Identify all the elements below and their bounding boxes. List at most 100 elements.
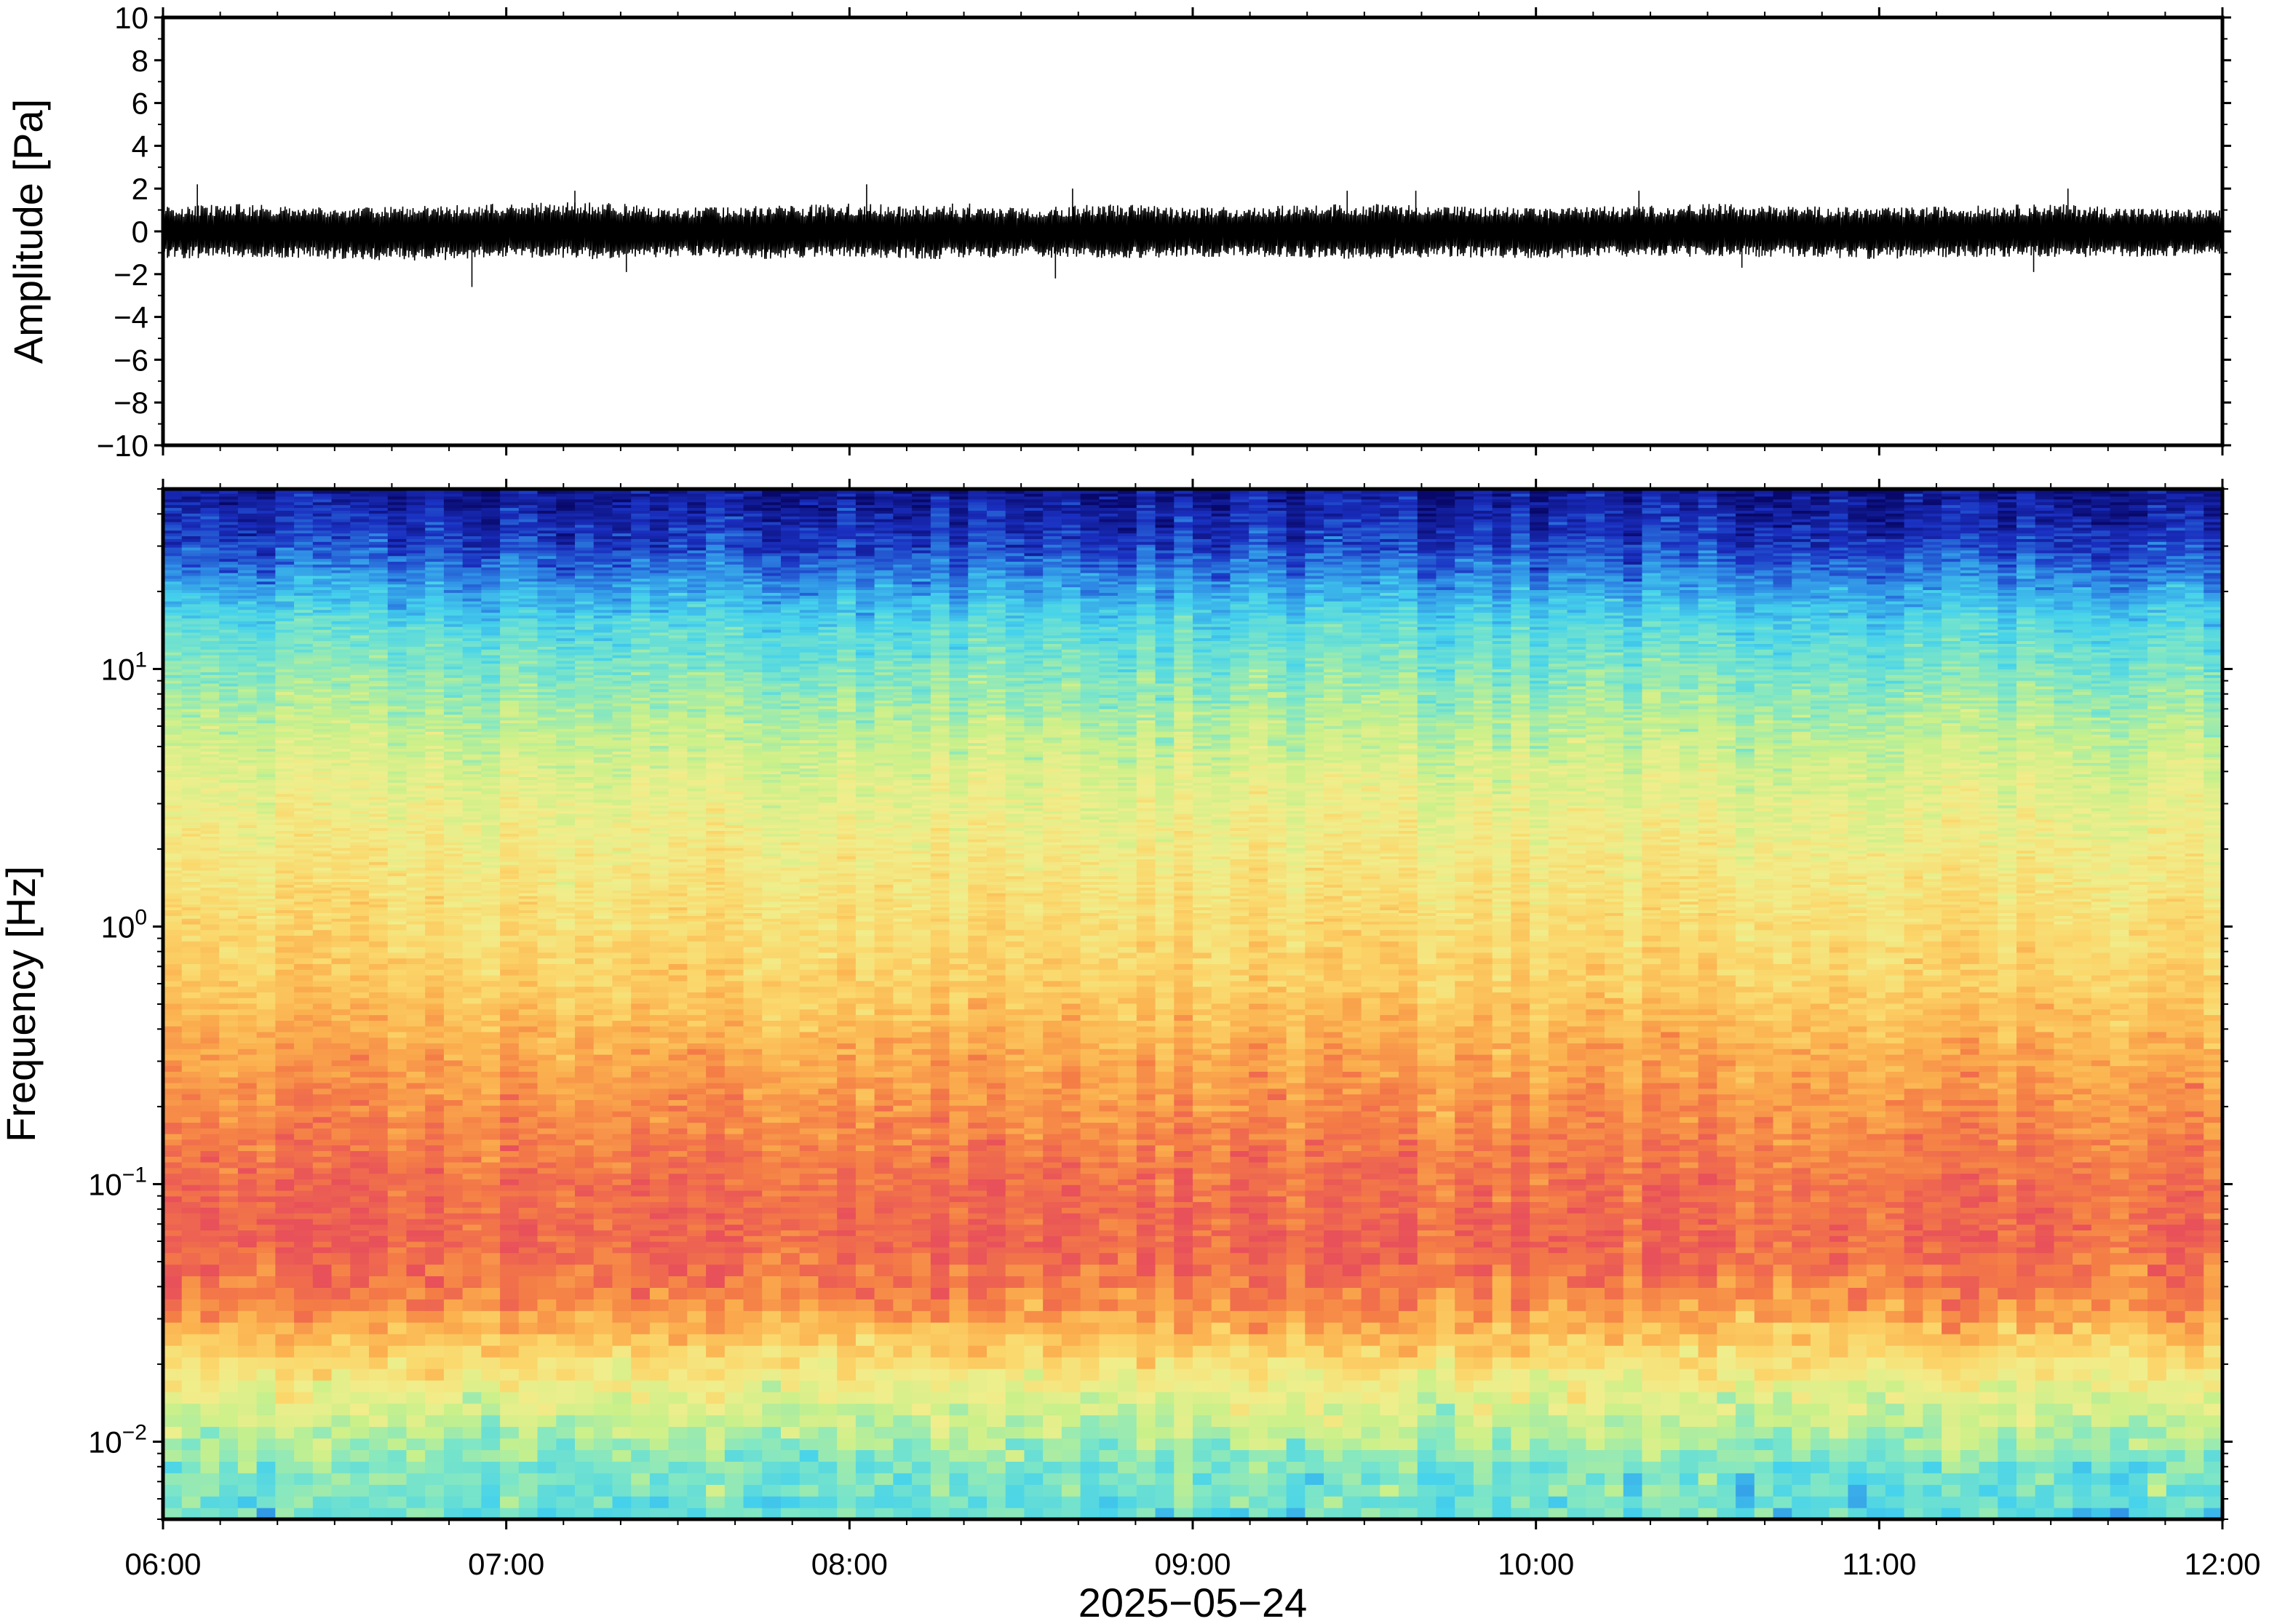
spectrogram-cell [1605, 1195, 1624, 1203]
spectrogram-cell [687, 1207, 707, 1214]
spectrogram-cell [331, 1207, 351, 1214]
spectrogram-cell [1605, 1484, 1624, 1497]
spectrogram-cell [500, 1287, 520, 1299]
spectrogram-cell [1024, 1496, 1044, 1508]
spectrogram-cell [1342, 1139, 1362, 1146]
spectrogram-cell [1642, 1322, 1661, 1334]
spectrogram-cell [930, 1139, 950, 1146]
spectrogram-cell [1642, 1287, 1661, 1299]
spectrogram-cell [1942, 1403, 1961, 1416]
spectrogram-cell [1492, 1230, 1511, 1236]
spectrogram-cell [256, 1299, 276, 1311]
spectrogram-cell [706, 1241, 726, 1248]
spectrogram-cell [893, 1207, 913, 1214]
spectrogram-cell [1380, 1224, 1399, 1231]
spectrogram-cell [500, 1356, 520, 1369]
spectrogram-cell [1548, 1322, 1568, 1334]
spectrogram-cell [930, 1145, 950, 1152]
spectrogram-cell [724, 1185, 744, 1191]
spectrogram-cell [1829, 1145, 1849, 1152]
spectrogram-cell [1979, 1449, 1998, 1462]
spectrogram-cell [1885, 1252, 1905, 1265]
spectrogram-cell [1530, 1185, 1549, 1191]
spectrogram-cell [968, 1438, 988, 1451]
spectrogram-cell [1867, 1190, 1886, 1197]
spectrogram-cell [294, 1190, 314, 1197]
spectrogram-cell [874, 1230, 894, 1236]
spectrogram-cell [275, 1156, 295, 1163]
spectrogram-cell [1942, 1461, 1961, 1473]
spectrogram-cell [893, 1230, 913, 1236]
spectrogram-cell [275, 1345, 295, 1358]
spectrogram-cell [556, 1235, 576, 1242]
spectrogram-cell [649, 1224, 669, 1231]
spectrogram-cell [1567, 1246, 1586, 1254]
spectrogram-cell [537, 1356, 557, 1369]
spectrogram-cell [1960, 1380, 1980, 1393]
spectrogram-cell [1249, 1310, 1268, 1323]
spectrogram-cell [443, 1156, 464, 1163]
spectrogram-cell [312, 1299, 333, 1311]
spectrogram-cell [1792, 1241, 1811, 1248]
spectrogram-cell [1642, 1190, 1661, 1197]
spectrogram-cell [1324, 1438, 1343, 1451]
spectrogram-cell [612, 1156, 632, 1163]
spectrogram-cell [1942, 1167, 1961, 1174]
spectrogram-cell [1080, 1414, 1100, 1428]
spectrogram-cell [1979, 1201, 1998, 1208]
spectrogram-cell [275, 1190, 295, 1197]
spectrogram-cell [1923, 1246, 1942, 1254]
spectrogram-cell [1567, 1356, 1586, 1369]
spectrogram-cell [331, 1218, 351, 1225]
spectrogram-cell [1998, 1438, 2017, 1451]
spectrogram-cell [500, 1414, 520, 1428]
spectrogram-cell [331, 1508, 351, 1520]
spectrogram-cell [912, 1414, 931, 1428]
spectrogram-cell [743, 1449, 763, 1462]
spectrogram-cell [799, 1145, 819, 1152]
spectrogram-cell [1848, 1235, 1867, 1242]
spectrogram-cell [1342, 1322, 1362, 1334]
spectrogram-cell [2204, 1246, 2223, 1254]
spectrogram-cell [2166, 1356, 2186, 1369]
spectrogram-cell [1061, 1345, 1081, 1358]
spectrogram-cell [593, 1207, 613, 1214]
spectrogram-cell [537, 1134, 557, 1140]
spectrogram-cell [1885, 1484, 1905, 1497]
spectrogram-cell [612, 1246, 632, 1254]
spectrogram-cell [1586, 1139, 1605, 1146]
spectrogram-cell [1342, 1201, 1362, 1208]
spectrogram-cell [2185, 1173, 2204, 1179]
spectrogram-cell [1005, 1322, 1025, 1334]
spectrogram-cell [1193, 1213, 1212, 1219]
spectrogram-cell [1904, 1167, 1923, 1174]
spectrogram-cell [1436, 1235, 1455, 1242]
spectrogram-cell [2016, 1264, 2036, 1277]
spectrogram-cell [631, 1426, 651, 1439]
spectrogram-cell [1754, 1190, 1774, 1197]
spectrogram-cell [200, 1380, 220, 1393]
spectrogram-cell [350, 1195, 370, 1203]
spectrogram-cell [1923, 1345, 1942, 1358]
spectrogram-cell [1099, 1484, 1118, 1497]
spectrogram-cell [1361, 1224, 1380, 1231]
spectrogram-cell [575, 1134, 595, 1140]
spectrogram-cell [1024, 1150, 1044, 1157]
spectrogram-cell [500, 1162, 520, 1169]
spectrogram-cell [1904, 1235, 1923, 1242]
spectrogram-cell [1024, 1190, 1044, 1197]
spectrogram-cell [2035, 1207, 2055, 1214]
spectrogram-cell [2185, 1403, 2204, 1416]
spectrogram-cell [1829, 1356, 1849, 1369]
spectrogram-cell [1586, 1235, 1605, 1242]
spectrogram-cell [1455, 1167, 1474, 1174]
spectrogram-cell [1061, 1167, 1081, 1174]
spectrogram-cell [2185, 1345, 2204, 1358]
spectrogram-cell [1960, 1473, 1980, 1485]
spectrogram-cell [874, 1162, 894, 1169]
spectrogram-cell [1024, 1508, 1044, 1520]
spectrogram-cell [1567, 1275, 1586, 1288]
spectrogram-cell [668, 1275, 688, 1288]
